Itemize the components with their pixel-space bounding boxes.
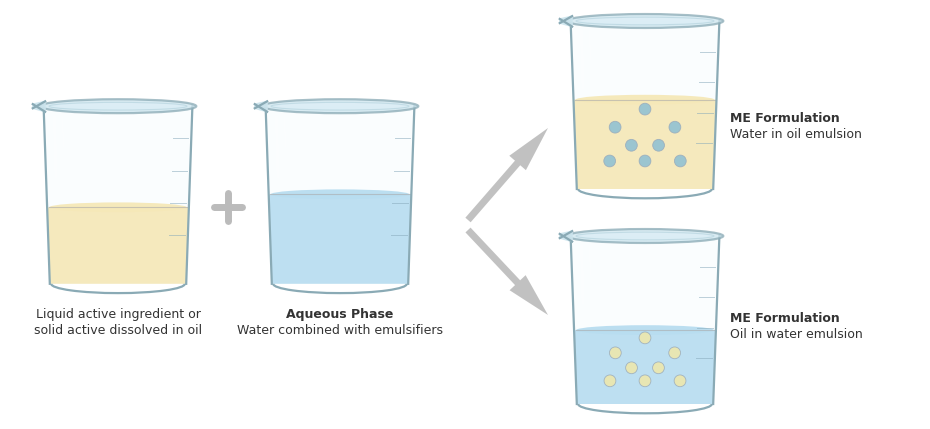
- Ellipse shape: [669, 347, 681, 359]
- Text: Water in oil emulsion: Water in oil emulsion: [730, 127, 862, 141]
- Polygon shape: [465, 228, 548, 315]
- Polygon shape: [47, 207, 189, 284]
- Text: ME Formulation: ME Formulation: [730, 112, 840, 124]
- Ellipse shape: [576, 95, 714, 105]
- Polygon shape: [574, 100, 716, 189]
- Ellipse shape: [271, 103, 409, 110]
- Polygon shape: [560, 16, 572, 27]
- Polygon shape: [44, 106, 193, 284]
- Polygon shape: [465, 128, 548, 222]
- Text: ME Formulation: ME Formulation: [730, 311, 840, 324]
- Text: Oil in water emulsion: Oil in water emulsion: [730, 327, 863, 341]
- Ellipse shape: [639, 155, 651, 167]
- Ellipse shape: [271, 189, 409, 199]
- Ellipse shape: [604, 155, 616, 167]
- Ellipse shape: [609, 121, 621, 133]
- Ellipse shape: [639, 375, 651, 387]
- Polygon shape: [560, 231, 572, 242]
- Polygon shape: [571, 236, 720, 404]
- Ellipse shape: [669, 121, 681, 133]
- Ellipse shape: [639, 103, 651, 115]
- Polygon shape: [574, 330, 716, 404]
- Ellipse shape: [639, 332, 651, 344]
- Ellipse shape: [604, 375, 616, 387]
- Ellipse shape: [626, 139, 637, 151]
- Ellipse shape: [674, 375, 686, 387]
- Ellipse shape: [653, 139, 664, 151]
- Polygon shape: [255, 101, 267, 112]
- Ellipse shape: [40, 99, 196, 113]
- Text: Liquid active ingredient or: Liquid active ingredient or: [35, 308, 201, 321]
- Ellipse shape: [577, 325, 714, 335]
- Polygon shape: [269, 194, 411, 284]
- Polygon shape: [266, 106, 415, 284]
- Ellipse shape: [674, 155, 686, 167]
- Ellipse shape: [576, 232, 714, 240]
- Ellipse shape: [49, 202, 187, 212]
- Polygon shape: [33, 101, 46, 112]
- Ellipse shape: [653, 362, 664, 374]
- Ellipse shape: [626, 362, 637, 374]
- Ellipse shape: [576, 17, 714, 25]
- Ellipse shape: [566, 229, 724, 243]
- Ellipse shape: [261, 99, 418, 113]
- Polygon shape: [571, 21, 720, 189]
- Ellipse shape: [609, 347, 621, 359]
- Ellipse shape: [566, 14, 724, 28]
- Text: solid active dissolved in oil: solid active dissolved in oil: [33, 324, 202, 337]
- Text: Water combined with emulsifiers: Water combined with emulsifiers: [237, 324, 443, 337]
- Ellipse shape: [49, 103, 187, 110]
- Text: Aqueous Phase: Aqueous Phase: [286, 308, 393, 321]
